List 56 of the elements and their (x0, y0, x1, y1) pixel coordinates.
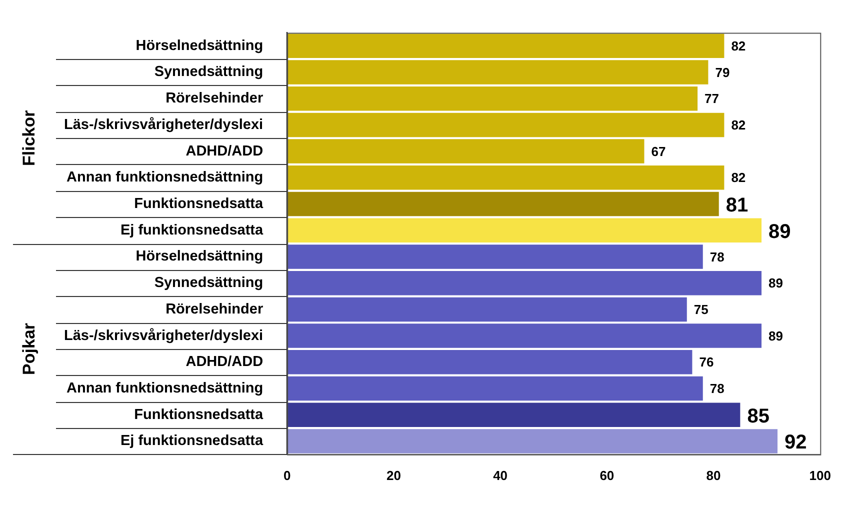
y-tick-label: Hörselnedsättning (136, 38, 264, 54)
y-tick-label: ADHD/ADD (186, 143, 264, 160)
x-tick-label: 60 (600, 468, 614, 483)
data-label: 82 (731, 38, 746, 54)
y-tick-label: Ej funktionsnedsatta (120, 222, 264, 238)
bar (287, 166, 724, 190)
data-label: 82 (731, 170, 746, 186)
bar (287, 350, 692, 374)
bar (287, 297, 687, 322)
bar (287, 34, 724, 58)
y-tick-label: Synnedsättning (154, 275, 264, 292)
y-tick-label: Funktionsnedsatta (134, 196, 264, 212)
data-label: 89 (768, 328, 783, 344)
y-tick-label: Rörelsehinder (166, 90, 264, 107)
bar (287, 270, 762, 296)
bar (287, 60, 708, 84)
y-tick-label: Rörelsehinder (166, 301, 264, 318)
data-label: 85 (747, 405, 770, 428)
y-tick-label: Ej funktionsnedsatta (120, 433, 264, 450)
bar (287, 376, 703, 401)
y-tick-label: Hörselnedsättning (136, 248, 264, 265)
bar (287, 86, 698, 111)
y-tick-label: Annan funktionsnedsättning (66, 380, 264, 397)
x-tick-label: 100 (809, 468, 832, 483)
text: Flickor (20, 110, 39, 166)
data-label: 75 (694, 302, 708, 318)
bar (287, 429, 778, 454)
bar (287, 139, 644, 164)
x-tick-label: 80 (706, 468, 721, 483)
bar (287, 218, 762, 242)
x-tick-label: 0 (283, 468, 291, 483)
data-label: 77 (704, 91, 720, 106)
data-label: 89 (768, 276, 783, 291)
y-tick-label: Synnedsättning (154, 64, 264, 80)
data-label: 78 (710, 249, 724, 264)
y-tick-label: Annan funktionsnedsättning (66, 170, 264, 186)
bar (287, 192, 719, 216)
y-tick-label: Läs-/skrivsvårigheter/dyslexi (64, 328, 264, 344)
y-tick-label: Läs-/skrivsvårigheter/dyslexi (64, 116, 264, 133)
bar (287, 402, 740, 427)
bar (287, 324, 762, 348)
data-label: 92 (784, 432, 807, 454)
text: Pojkar (20, 322, 39, 375)
bar (287, 112, 724, 138)
data-label: 78 (710, 381, 724, 396)
data-label: 81 (726, 194, 748, 217)
data-label: 76 (699, 354, 714, 370)
bar (287, 244, 703, 269)
data-label: 89 (768, 220, 791, 243)
data-label: 67 (651, 144, 666, 159)
data-label: 82 (731, 118, 746, 133)
x-tick-label: 20 (386, 468, 401, 483)
y-tick-label: ADHD/ADD (186, 354, 264, 370)
x-tick-label: 40 (493, 468, 508, 483)
data-label: 79 (715, 64, 730, 80)
y-tick-label: Funktionsnedsatta (134, 406, 264, 423)
